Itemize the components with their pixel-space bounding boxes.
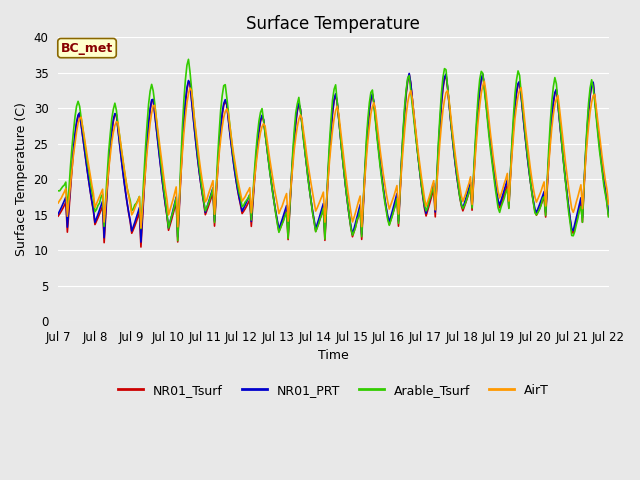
NR01_PRT bbox=[137, 239, 145, 245]
AirT bbox=[122, 175, 129, 181]
NR01_PRT bbox=[605, 211, 612, 216]
NR01_Tsurf bbox=[248, 224, 255, 229]
NR01_Tsurf bbox=[605, 213, 612, 219]
NR01_Tsurf bbox=[405, 72, 413, 77]
Arable_Tsurf bbox=[184, 57, 192, 62]
NR01_PRT bbox=[238, 208, 246, 214]
Arable_Tsurf bbox=[605, 214, 612, 220]
Arable_Tsurf bbox=[221, 82, 229, 87]
AirT bbox=[296, 112, 304, 118]
NR01_Tsurf bbox=[54, 213, 62, 219]
AirT bbox=[481, 78, 488, 84]
Arable_Tsurf bbox=[54, 188, 62, 194]
Arable_Tsurf bbox=[298, 121, 306, 127]
Arable_Tsurf bbox=[577, 204, 585, 209]
Arable_Tsurf bbox=[174, 238, 182, 243]
Text: BC_met: BC_met bbox=[61, 42, 113, 55]
AirT bbox=[137, 225, 145, 231]
Arable_Tsurf bbox=[249, 193, 257, 199]
NR01_Tsurf bbox=[238, 211, 246, 216]
NR01_PRT bbox=[577, 195, 585, 201]
Line: AirT: AirT bbox=[58, 81, 609, 228]
AirT bbox=[605, 201, 612, 207]
Arable_Tsurf bbox=[122, 176, 129, 182]
Line: NR01_PRT: NR01_PRT bbox=[58, 73, 609, 242]
AirT bbox=[54, 200, 62, 206]
AirT bbox=[577, 182, 585, 188]
NR01_PRT bbox=[405, 71, 413, 76]
NR01_PRT bbox=[220, 101, 228, 107]
NR01_Tsurf bbox=[577, 200, 585, 205]
Line: Arable_Tsurf: Arable_Tsurf bbox=[58, 60, 609, 240]
AirT bbox=[220, 115, 228, 120]
NR01_PRT bbox=[296, 106, 304, 111]
NR01_PRT bbox=[248, 218, 255, 224]
NR01_PRT bbox=[54, 211, 62, 217]
NR01_Tsurf bbox=[122, 190, 129, 195]
X-axis label: Time: Time bbox=[318, 349, 349, 362]
Line: NR01_Tsurf: NR01_Tsurf bbox=[58, 74, 609, 247]
NR01_PRT bbox=[122, 190, 129, 196]
NR01_Tsurf bbox=[137, 244, 145, 250]
NR01_Tsurf bbox=[296, 106, 304, 112]
NR01_Tsurf bbox=[220, 103, 228, 108]
Arable_Tsurf bbox=[240, 203, 248, 208]
Y-axis label: Surface Temperature (C): Surface Temperature (C) bbox=[15, 102, 28, 256]
AirT bbox=[238, 198, 246, 204]
Legend: NR01_Tsurf, NR01_PRT, Arable_Tsurf, AirT: NR01_Tsurf, NR01_PRT, Arable_Tsurf, AirT bbox=[113, 379, 554, 402]
AirT bbox=[248, 210, 255, 216]
Title: Surface Temperature: Surface Temperature bbox=[246, 15, 420, 33]
